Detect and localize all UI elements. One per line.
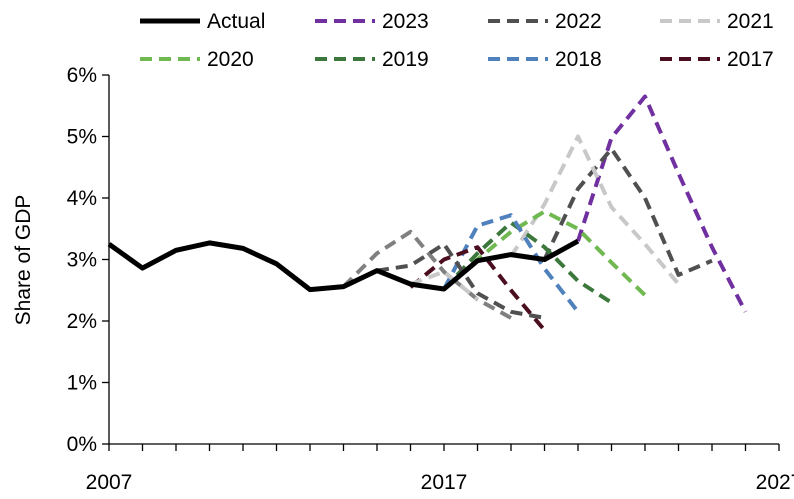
- legend-label-2023: 2023: [382, 10, 429, 33]
- series-line-forecast-8: [342, 229, 512, 320]
- axes: 0% 1% 2% 3% 4% 5% 6% 2007 2017 2027 Share of GDP: [12, 64, 794, 494]
- y-tick-label: 3%: [67, 249, 97, 272]
- series-line-2023: [576, 94, 748, 313]
- series-line-actual: [107, 238, 580, 293]
- series-line-2018: [442, 213, 580, 314]
- x-tick-label: 2007: [86, 471, 133, 494]
- series-line-2020: [442, 209, 647, 297]
- legend-label-2022: 2022: [555, 10, 602, 33]
- legend-label-2021: 2021: [727, 10, 774, 33]
- legend-label-2017: 2017: [727, 48, 774, 71]
- plot-area: [107, 94, 748, 332]
- y-tick-label: 2%: [67, 310, 97, 333]
- y-tick-label: 6%: [67, 64, 97, 87]
- y-tick-label: 1%: [67, 372, 97, 395]
- y-tick-label: 4%: [67, 187, 97, 210]
- legend-label-2020: 2020: [207, 48, 254, 71]
- x-ticks: 2007 2017 2027: [86, 444, 794, 494]
- series-line-2022: [542, 146, 713, 277]
- series-line-2017: [409, 245, 547, 332]
- series-line-forecast-9: [376, 242, 545, 320]
- legend: Actual 2023 2022 2021 2020 2019 2018 2017: [140, 10, 774, 71]
- series-line-forecast-10: [409, 269, 479, 302]
- x-tick-label: 2017: [421, 471, 468, 494]
- y-tick-label: 5%: [67, 126, 97, 149]
- y-ticks: 0% 1% 2% 3% 4% 5% 6%: [67, 64, 109, 456]
- legend-label-2018: 2018: [555, 48, 602, 71]
- y-axis-title: Share of GDP: [12, 195, 35, 326]
- legend-label-2019: 2019: [382, 48, 429, 71]
- legend-label-actual: Actual: [207, 10, 265, 33]
- x-tick-label: 2027: [756, 471, 794, 494]
- series-line-2019: [442, 220, 613, 305]
- y-tick-label: 0%: [67, 433, 97, 456]
- series-line-2021: [509, 134, 681, 286]
